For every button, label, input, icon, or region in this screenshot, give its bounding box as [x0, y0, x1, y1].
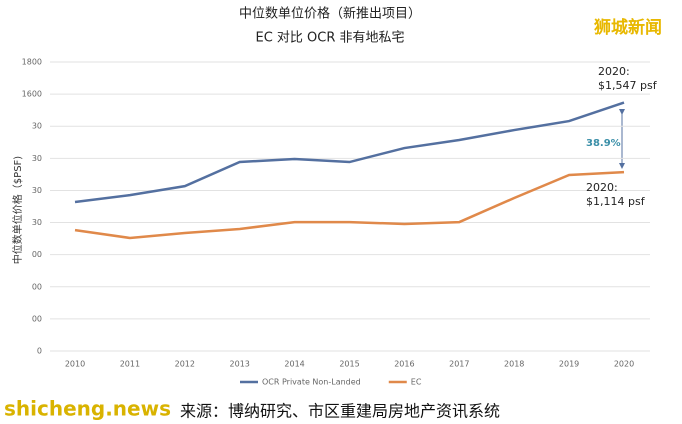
x-tick-label: 2018 — [504, 360, 524, 369]
legend-label: EC — [411, 378, 422, 387]
y-tick-label: 30 — [32, 154, 42, 163]
x-tick-label: 2016 — [394, 360, 414, 369]
site-watermark: shicheng.news — [4, 397, 171, 421]
annotation-ec: 2020: — [586, 181, 618, 194]
y-tick-label: 30 — [32, 186, 42, 195]
source: 来源：博纳研究、市区重建局房地产资讯系统 — [180, 402, 500, 421]
x-tick-label: 2019 — [559, 360, 579, 369]
y-tick-label: 30 — [32, 218, 42, 227]
x-tick-label: 2020 — [614, 360, 634, 369]
annotation-ocr: $1,547 psf — [598, 79, 658, 92]
y-tick-label: 00 — [32, 282, 42, 291]
y-axis-label: 中位数单位价格（$PSF) — [11, 156, 24, 264]
legend-label: OCR Private Non-Landed — [262, 378, 361, 387]
x-tick-label: 2017 — [449, 360, 469, 369]
annotation-ec: $1,114 psf — [586, 195, 646, 208]
y-tick-label: 30 — [32, 122, 42, 131]
x-tick-label: 2013 — [230, 360, 250, 369]
x-tick-label: 2011 — [120, 360, 140, 369]
annotation-gap: 38.9% — [586, 138, 621, 149]
x-tick-label: 2010 — [65, 360, 85, 369]
x-tick-label: 2014 — [284, 360, 304, 369]
chart-title: 中位数单位价格（新推出项目） — [239, 6, 421, 22]
annotation-ocr: 2020: — [598, 65, 630, 78]
series-line — [74, 101, 625, 204]
x-tick-label: 2012 — [175, 360, 195, 369]
chart-subtitle: EC 对比 OCR 非有地私宅 — [255, 31, 404, 46]
series-line — [74, 170, 625, 240]
x-tick-label: 2015 — [339, 360, 359, 369]
y-tick-label: 0 — [37, 347, 42, 356]
watermark: 狮城新闻 — [593, 17, 662, 38]
y-tick-label: 1800 — [22, 58, 42, 67]
y-tick-label: 00 — [32, 314, 42, 323]
y-tick-label: 1600 — [22, 90, 42, 99]
y-tick-label: 00 — [32, 250, 42, 259]
